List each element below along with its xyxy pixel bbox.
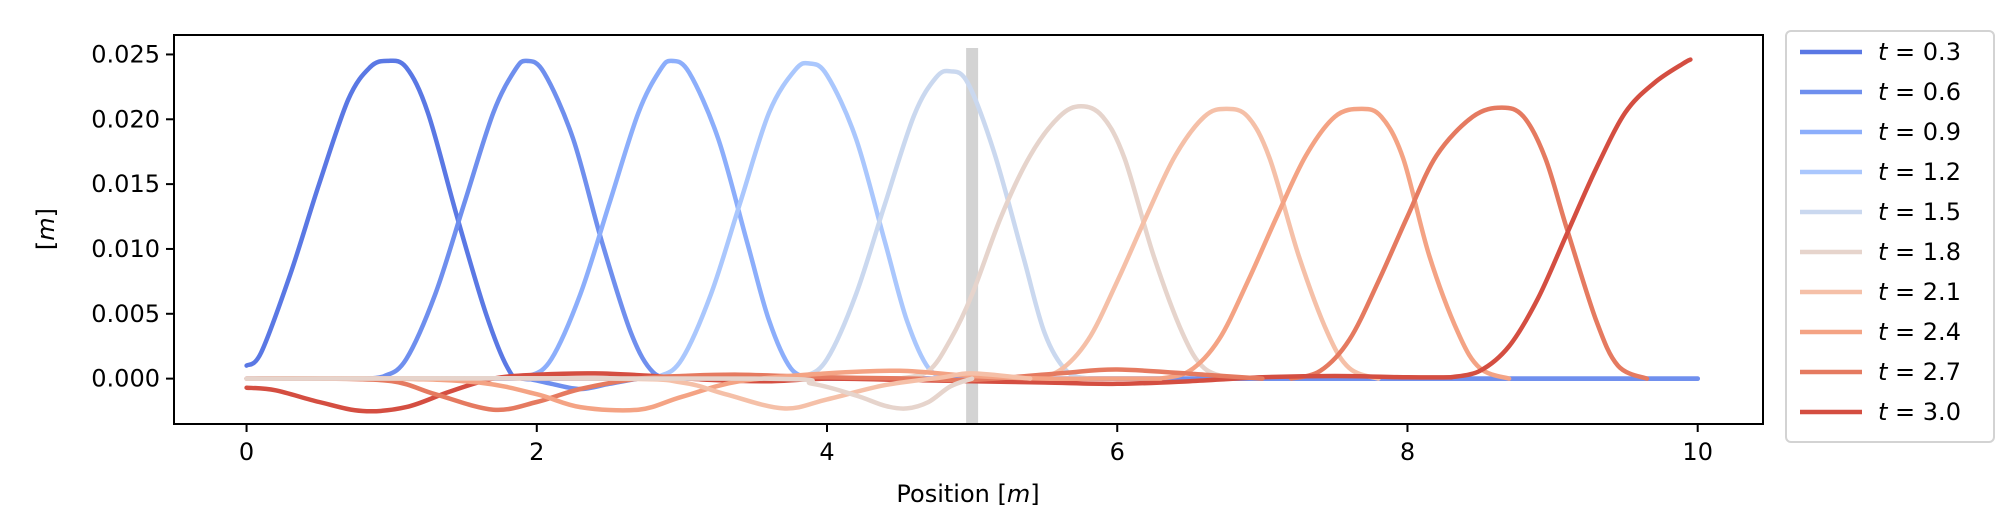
y-tick-label: 0.025 bbox=[91, 40, 160, 68]
x-tick-label: 0 bbox=[239, 438, 254, 466]
legend-label: t = 0.9 bbox=[1878, 118, 1961, 146]
series-line-t-2-1 bbox=[1027, 106, 1381, 381]
series-line-t-3-0 bbox=[1448, 57, 1693, 380]
legend-label: t = 1.8 bbox=[1878, 238, 1961, 266]
legend-label: t = 1.2 bbox=[1878, 158, 1961, 186]
legend: t = 0.3 t = 0.6 t = 0.9 t = 1.2 t = 1.5 t = 1… bbox=[1785, 30, 1995, 443]
series-line-t-1-5 bbox=[781, 68, 1091, 381]
legend-label: t = 1.5 bbox=[1878, 198, 1961, 226]
x-tick-label: 6 bbox=[1110, 438, 1125, 466]
y-tick-label: 0.020 bbox=[91, 105, 160, 133]
x-tick-label: 10 bbox=[1682, 438, 1713, 466]
x-tick-label: 8 bbox=[1400, 438, 1415, 466]
y-axis-label: [m] bbox=[32, 208, 60, 250]
legend-label: t = 0.3 bbox=[1878, 38, 1961, 66]
x-axis: 0 2 4 6 8 10 bbox=[239, 424, 1713, 466]
series-line-t-1-2 bbox=[636, 60, 953, 381]
series-line-t-1-8-wake bbox=[244, 375, 975, 411]
series-line-t-2-7-wake bbox=[244, 367, 1265, 413]
series-line-t-1-8 bbox=[897, 104, 1236, 381]
series-line-t-2-7 bbox=[1289, 105, 1650, 381]
legend-label: t = 2.1 bbox=[1878, 278, 1961, 306]
x-tick-label: 2 bbox=[529, 438, 544, 466]
legend-label: t = 3.0 bbox=[1878, 398, 1961, 426]
y-axis: 0.000 0.005 0.010 0.015 0.020 0.025 bbox=[91, 40, 174, 393]
y-tick-label: 0.000 bbox=[91, 365, 160, 393]
series-layer bbox=[244, 57, 1700, 414]
series-line-t-2-4 bbox=[1158, 106, 1512, 381]
legend-label: t = 0.6 bbox=[1878, 78, 1961, 106]
x-axis-label: Position [m] bbox=[896, 480, 1039, 508]
legend-label: t = 2.7 bbox=[1878, 358, 1961, 386]
series-line-t-0-6-peak bbox=[360, 58, 677, 381]
y-tick-label: 0.015 bbox=[91, 170, 160, 198]
y-tick-label: 0.010 bbox=[91, 235, 160, 263]
series-line-t-0-9 bbox=[505, 58, 815, 381]
axes-frame bbox=[173, 34, 1764, 425]
y-tick-label: 0.005 bbox=[91, 300, 160, 328]
legend-label: t = 2.4 bbox=[1878, 318, 1961, 346]
x-tick-label: 4 bbox=[819, 438, 834, 466]
